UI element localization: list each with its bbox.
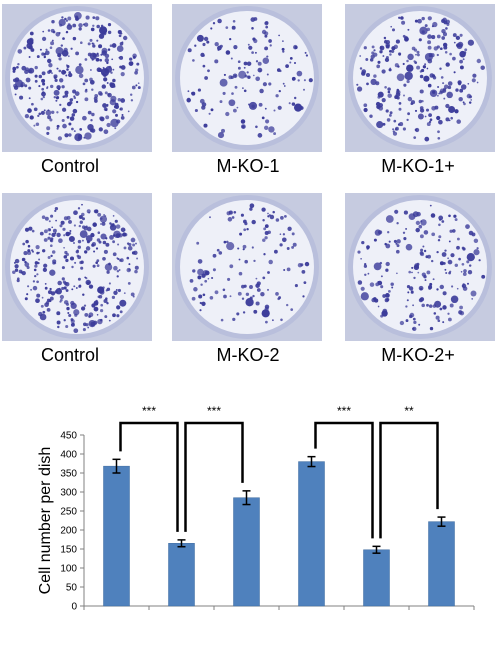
cell-number-bar-chart: 0 50 100 150 200 250 300 350 400 450 Cell number p… [37, 404, 475, 613]
significance-bracket-0 [119, 421, 179, 532]
significance-label-2: *** [337, 404, 351, 418]
y-axis-label: Cell number per dish [37, 447, 54, 595]
bar-3 [298, 461, 325, 607]
colony-dish-m-ko-1-plus [345, 4, 495, 152]
y-tick-label: 0 [71, 602, 77, 613]
bar-5 [428, 521, 455, 607]
colony-dish-m-ko-2 [172, 193, 322, 341]
significance-label-1: *** [207, 404, 221, 418]
y-tick-label: 100 [60, 564, 77, 575]
y-tick-label: 450 [60, 431, 77, 442]
colony-dish-m-ko-1 [172, 4, 322, 152]
dish-label-m-ko-2-plus: M-KO-2+ [381, 345, 455, 365]
dish-label-control-1: Control [40, 156, 100, 176]
y-tick-label: 200 [60, 526, 77, 537]
dish-label-m-ko-1-plus: M-KO-1+ [381, 156, 455, 176]
significance-bracket-1 [184, 421, 244, 532]
dish-label-control-2: Control [40, 345, 100, 365]
y-tick-label: 400 [60, 450, 77, 461]
significance-bracket-2 [314, 421, 374, 539]
error-bar-4 [372, 545, 381, 554]
bar-0 [103, 465, 130, 607]
y-tick-label: 300 [60, 488, 77, 499]
error-bar-0 [112, 458, 121, 474]
colony-dish-panel: Control M-KO-1 M-KO-1+ Control M-KO-2 M-… [2, 4, 495, 365]
y-tick-label: 350 [60, 469, 77, 480]
dish-label-m-ko-2: M-KO-2 [216, 345, 280, 365]
colony-dish-control-1 [2, 4, 152, 152]
bar-1 [168, 543, 195, 607]
dish-label-m-ko-1: M-KO-1 [216, 156, 280, 176]
significance-label-0: *** [142, 404, 156, 418]
y-tick-label: 50 [66, 583, 78, 594]
significance-bracket-3 [379, 421, 439, 539]
bar-2 [233, 497, 260, 607]
y-tick-label: 250 [60, 507, 77, 518]
error-bar-5 [437, 516, 446, 527]
colony-dish-control-2 [2, 193, 152, 341]
bar-4 [363, 549, 390, 607]
colony-dish-m-ko-2-plus [345, 193, 495, 341]
significance-label-3: ** [404, 404, 414, 418]
y-tick-label: 150 [60, 545, 77, 556]
error-bar-3 [307, 455, 316, 468]
error-bar-2 [242, 490, 251, 506]
error-bar-1 [177, 539, 186, 548]
